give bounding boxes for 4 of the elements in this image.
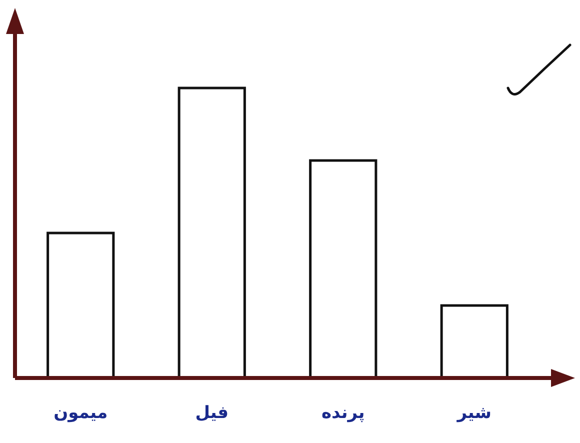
x-tick-label: فیل [195,403,228,423]
x-tick-label: پرنده [322,403,365,423]
x-tick-label: شیر [456,403,492,423]
x-tick-label: میمون [54,403,108,423]
